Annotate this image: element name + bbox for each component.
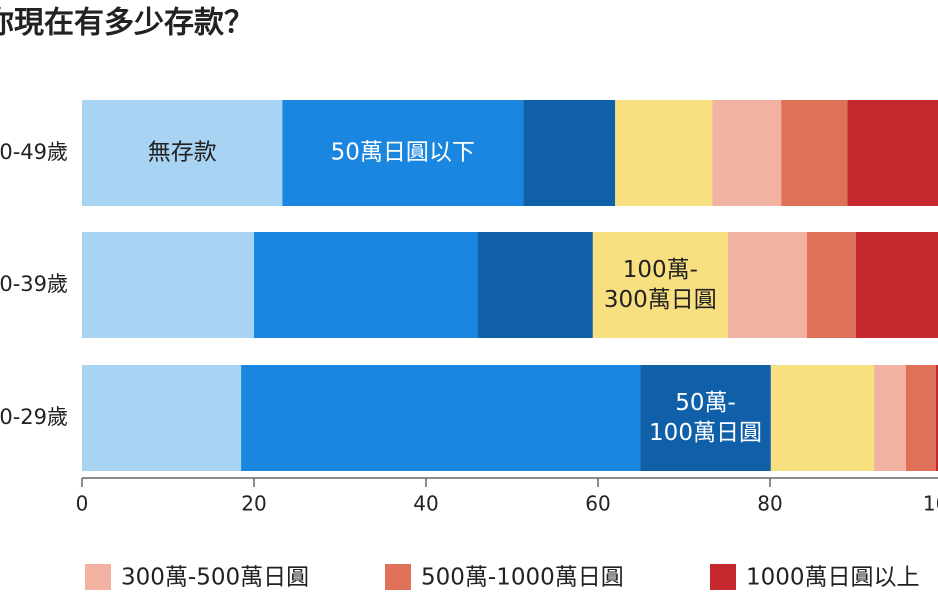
- bar-segment: [82, 100, 283, 206]
- x-tick-label: 80: [757, 492, 782, 516]
- bar-segment: [282, 100, 524, 206]
- bar-segment: [241, 365, 641, 471]
- bar-segment: [712, 100, 782, 206]
- bar-segment: [806, 232, 856, 338]
- bar-segment: [847, 100, 938, 206]
- bar-segment: [874, 365, 906, 471]
- in-bar-label: 50萬-100萬日圓: [649, 390, 762, 446]
- in-bar-label: 50萬日圓以下: [331, 140, 475, 166]
- x-tick-label: 60: [585, 492, 610, 516]
- x-tick-label: 100: [923, 492, 938, 516]
- bar-segment: [935, 365, 938, 471]
- in-bar-label: 無存款: [148, 140, 217, 166]
- bar-segment: [905, 365, 936, 471]
- x-tick-label: 20: [241, 492, 266, 516]
- y-tick-label: 20-29歲: [0, 405, 68, 429]
- y-tick-label: 40-49歲: [0, 140, 68, 164]
- legend-swatch: [385, 564, 411, 590]
- x-tick-label: 0: [76, 492, 89, 516]
- chart-title: 你現在有多少存款？: [0, 6, 254, 41]
- bar-segment: [856, 232, 938, 338]
- in-bar-label: 100萬-300萬日圓: [604, 257, 717, 313]
- bar-segment: [82, 232, 254, 338]
- bar-segment: [770, 365, 875, 471]
- legend-swatch: [85, 564, 111, 590]
- bar-segment: [615, 100, 713, 206]
- bar-segment: [523, 100, 616, 206]
- x-tick-label: 40: [413, 492, 438, 516]
- y-tick-label: 30-39歲: [0, 272, 68, 296]
- legend-label: 1000萬日圓以上: [746, 565, 920, 591]
- bar-segment: [781, 100, 848, 206]
- bar-segment: [477, 232, 593, 338]
- bar-segment: [592, 232, 728, 338]
- bar-segment: [727, 232, 807, 338]
- legend-swatch: [710, 564, 736, 590]
- bar-segment: [82, 365, 242, 471]
- bar-segment: [640, 365, 771, 471]
- legend-label: 500萬-1000萬日圓: [421, 565, 624, 591]
- bar-segment: [254, 232, 478, 338]
- legend-label: 300萬-500萬日圓: [121, 565, 309, 591]
